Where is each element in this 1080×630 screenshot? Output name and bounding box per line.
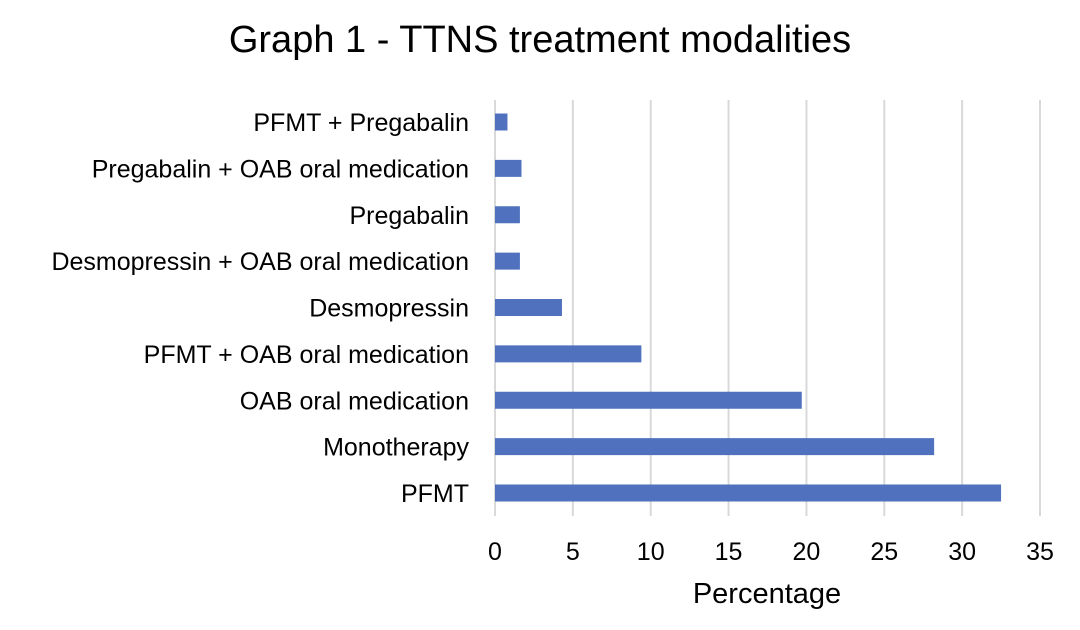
bar-4 <box>495 299 562 316</box>
category-label-7: Monotherapy <box>323 434 469 462</box>
category-label-1: Pregabalin + OAB oral medication <box>92 155 469 183</box>
category-label-4: Desmopressin <box>309 295 469 323</box>
bar-7 <box>495 438 935 456</box>
bar-0 <box>495 113 508 131</box>
x-tick-label-5: 5 <box>566 538 580 566</box>
x-tick-label-30: 30 <box>948 538 976 566</box>
bars <box>495 113 1002 502</box>
chart-title: Graph 1 - TTNS treatment modalities <box>229 19 851 61</box>
bar-6 <box>495 391 802 409</box>
x-tick-label-20: 20 <box>793 538 821 566</box>
bar-3 <box>495 252 520 270</box>
x-axis-title: Percentage <box>693 578 841 610</box>
x-tick-label-0: 0 <box>488 538 502 566</box>
x-tick-label-35: 35 <box>1026 538 1054 566</box>
category-label-3: Desmopressin + OAB oral medication <box>51 248 469 276</box>
category-label-8: PFMT <box>401 480 469 508</box>
category-label-2: Pregabalin <box>349 202 469 230</box>
bar-2 <box>495 206 520 224</box>
category-label-6: OAB oral medication <box>240 387 469 415</box>
x-tick-label-10: 10 <box>637 538 665 566</box>
x-tick-labels: 0 5 10 15 20 25 30 35 <box>488 538 1054 566</box>
bar-5 <box>495 345 642 363</box>
gridlines <box>494 100 1041 516</box>
bar-8 <box>495 484 1002 502</box>
category-label-0: PFMT + Pregabalin <box>253 109 469 137</box>
x-tick-label-25: 25 <box>870 538 898 566</box>
category-labels: PFMT + Pregabalin Pregabalin + OAB oral m… <box>51 109 469 508</box>
category-label-5: PFMT + OAB oral medication <box>144 341 469 369</box>
x-tick-label-15: 15 <box>715 538 743 566</box>
bar-1 <box>495 159 522 177</box>
